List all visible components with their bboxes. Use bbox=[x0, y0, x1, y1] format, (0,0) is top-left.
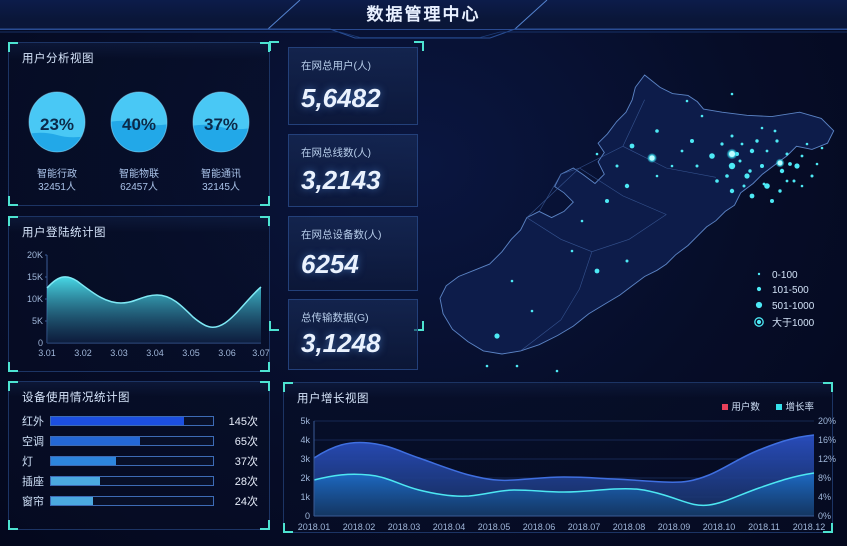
svg-text:101-500: 101-500 bbox=[772, 285, 809, 296]
svg-text:23%: 23% bbox=[40, 115, 74, 134]
svg-text:10K: 10K bbox=[27, 294, 43, 304]
svg-text:5k: 5k bbox=[300, 416, 310, 426]
svg-text:2018.02: 2018.02 bbox=[343, 522, 376, 532]
svg-text:37%: 37% bbox=[204, 115, 238, 134]
svg-text:1k: 1k bbox=[300, 492, 310, 502]
svg-text:2018.03: 2018.03 bbox=[388, 522, 421, 532]
svg-text:2018.05: 2018.05 bbox=[478, 522, 511, 532]
svg-text:5K: 5K bbox=[32, 316, 43, 326]
svg-text:3.05: 3.05 bbox=[182, 348, 200, 358]
svg-text:3k: 3k bbox=[300, 454, 310, 464]
svg-text:4k: 4k bbox=[300, 435, 310, 445]
svg-text:3.03: 3.03 bbox=[110, 348, 128, 358]
svg-text:0: 0 bbox=[305, 511, 310, 521]
svg-text:2018.09: 2018.09 bbox=[658, 522, 691, 532]
svg-text:20%: 20% bbox=[818, 416, 836, 426]
svg-text:大于1000: 大于1000 bbox=[772, 316, 815, 329]
svg-text:12%: 12% bbox=[818, 454, 836, 464]
svg-text:0-100: 0-100 bbox=[772, 270, 798, 281]
svg-text:2018.10: 2018.10 bbox=[703, 522, 736, 532]
svg-text:0: 0 bbox=[38, 338, 43, 348]
svg-text:40%: 40% bbox=[122, 115, 156, 134]
svg-text:2018.08: 2018.08 bbox=[613, 522, 646, 532]
svg-text:501-1000: 501-1000 bbox=[772, 301, 815, 312]
svg-text:2018.11: 2018.11 bbox=[748, 522, 780, 532]
svg-text:3.04: 3.04 bbox=[146, 348, 164, 358]
svg-text:2018.12: 2018.12 bbox=[793, 522, 826, 532]
svg-text:2k: 2k bbox=[300, 473, 310, 483]
svg-text:8%: 8% bbox=[818, 473, 831, 483]
svg-text:2018.01: 2018.01 bbox=[298, 522, 331, 532]
svg-text:2018.06: 2018.06 bbox=[523, 522, 556, 532]
svg-text:3.06: 3.06 bbox=[218, 348, 236, 358]
svg-text:4%: 4% bbox=[818, 492, 831, 502]
svg-text:3.02: 3.02 bbox=[74, 348, 92, 358]
svg-text:20K: 20K bbox=[27, 250, 43, 260]
svg-text:15K: 15K bbox=[27, 272, 43, 282]
svg-text:0%: 0% bbox=[818, 511, 831, 521]
svg-text:3.07: 3.07 bbox=[252, 348, 270, 358]
svg-text:3.01: 3.01 bbox=[38, 348, 56, 358]
svg-text:2018.04: 2018.04 bbox=[433, 522, 466, 532]
svg-text:16%: 16% bbox=[818, 435, 836, 445]
svg-text:2018.07: 2018.07 bbox=[568, 522, 601, 532]
